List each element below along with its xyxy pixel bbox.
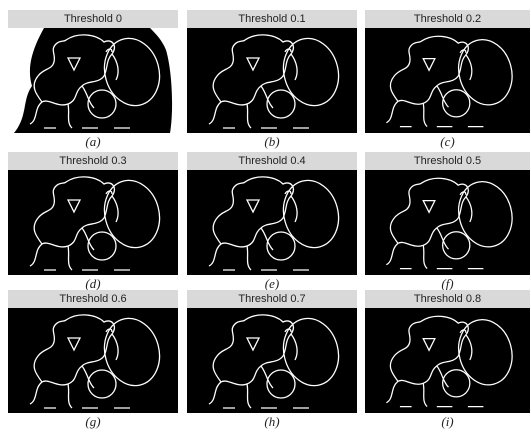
panel: Threshold 0.4 (e) [187, 152, 357, 291]
panel: Threshold 0.5 (f) [365, 152, 530, 291]
panel: Threshold 0.8 (i) [365, 290, 530, 429]
panel-caption: (c) [440, 134, 454, 149]
panel-title: Threshold 0.5 [414, 155, 481, 167]
panel-title: Threshold 0.4 [238, 155, 305, 167]
panel-caption: (e) [265, 276, 279, 291]
panel-caption: (b) [264, 134, 279, 149]
panel-title: Threshold 0.2 [414, 13, 481, 25]
panel: Threshold 0.3 (d) [8, 152, 178, 291]
panel-title: Threshold 0.3 [59, 155, 126, 167]
panel: Threshold 0 (a) [8, 10, 178, 149]
panel: Threshold 0.2 (c) [365, 10, 530, 149]
panel-caption: (a) [85, 134, 100, 149]
panel-image [365, 28, 530, 133]
panel-image [187, 170, 357, 275]
panel-title: Threshold 0 [64, 13, 122, 25]
panel-caption: (f) [441, 276, 453, 291]
figure: Threshold 0 (a)Threshold 0.1(b)Threshold… [0, 0, 531, 432]
panel-image [365, 308, 530, 413]
panel-title: Threshold 0.7 [238, 293, 305, 305]
panel-title: Threshold 0.6 [59, 293, 126, 305]
panel-image [8, 308, 178, 413]
panel: Threshold 0.1 (b) [187, 10, 357, 149]
panel-image [8, 170, 178, 275]
panel: Threshold 0.6 (g) [8, 290, 178, 429]
panel-caption: (d) [85, 276, 100, 291]
panel-image [187, 28, 357, 133]
panel-image [187, 308, 357, 413]
panel-caption: (h) [264, 414, 279, 429]
panel-title: Threshold 0.1 [238, 13, 305, 25]
panel: Threshold 0.7 (h) [187, 290, 357, 429]
panel-title: Threshold 0.8 [414, 293, 481, 305]
panel-caption: (i) [441, 414, 453, 429]
panel-image [365, 170, 530, 275]
panel-caption: (g) [85, 414, 100, 429]
